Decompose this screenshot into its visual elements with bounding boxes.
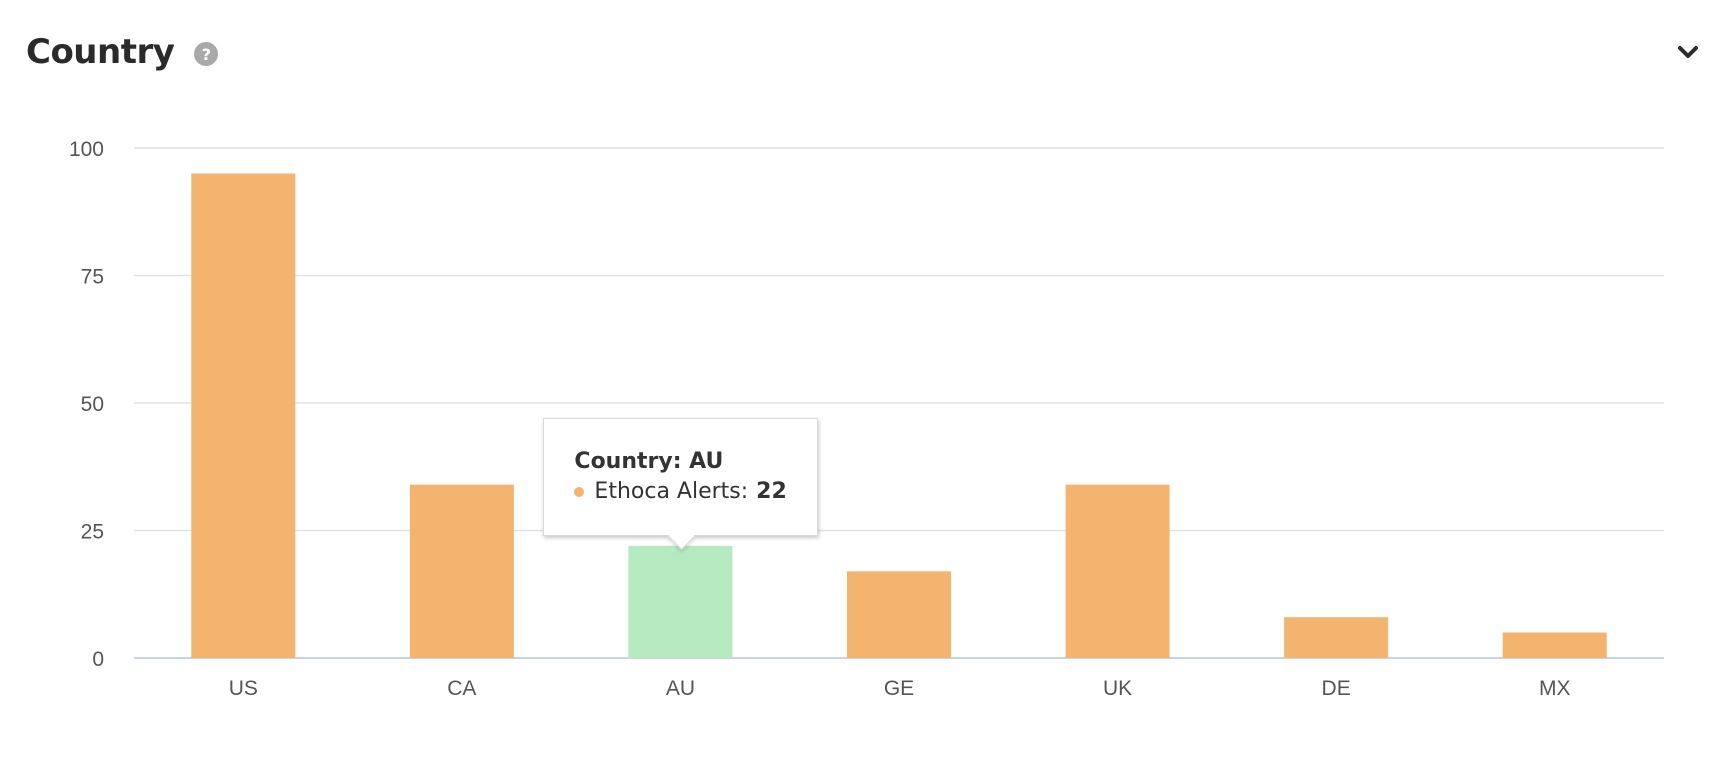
x-tick-label: AU bbox=[666, 677, 695, 700]
bar-ca[interactable] bbox=[409, 484, 514, 658]
label-layer: 0 25 50 75 100 US CA AU GE UK DE MX bbox=[69, 138, 1571, 700]
chevron-down-icon[interactable] bbox=[1672, 36, 1704, 68]
bar-us[interactable] bbox=[191, 173, 296, 659]
tooltip-series-label: Ethoca Alerts: bbox=[594, 478, 749, 504]
widget-title: Country bbox=[26, 32, 175, 72]
y-tick-label: 25 bbox=[81, 521, 104, 544]
x-tick-label: GE bbox=[884, 677, 914, 700]
widget-header: Country ? bbox=[26, 22, 1720, 82]
question-circle-icon[interactable]: ? bbox=[194, 42, 219, 66]
x-tick-label: MX bbox=[1539, 677, 1571, 700]
y-tick-label: 0 bbox=[92, 648, 104, 671]
x-tick-label: UK bbox=[1103, 677, 1132, 700]
x-tick-label: DE bbox=[1322, 677, 1351, 700]
y-tick-label: 75 bbox=[81, 266, 104, 289]
bar-ge[interactable] bbox=[847, 571, 951, 658]
y-tick-label: 50 bbox=[81, 393, 104, 416]
bar-uk[interactable] bbox=[1065, 484, 1170, 658]
bar-au[interactable] bbox=[628, 545, 733, 658]
tooltip-title: Country: AU bbox=[574, 448, 724, 474]
x-tick-label: US bbox=[229, 677, 258, 700]
x-tick-label: CA bbox=[447, 677, 476, 700]
bar-layer bbox=[191, 173, 1607, 659]
bar-mx[interactable] bbox=[1502, 632, 1607, 659]
tooltip-value: 22 bbox=[756, 478, 787, 504]
series-color-dot bbox=[574, 486, 585, 497]
chart-tooltip: Country: AU Ethoca Alerts: 22 bbox=[543, 417, 818, 550]
bar-de[interactable] bbox=[1284, 617, 1389, 658]
tooltip-row: Ethoca Alerts: 22 bbox=[574, 477, 787, 507]
y-tick-label: 100 bbox=[69, 138, 104, 161]
